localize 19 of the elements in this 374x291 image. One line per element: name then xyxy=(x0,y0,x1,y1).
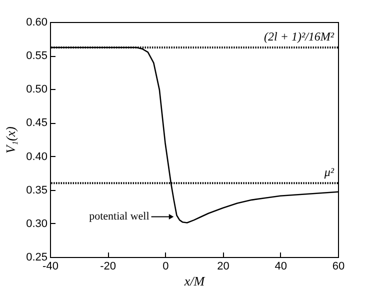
y-tick-label: 0.45 xyxy=(26,117,48,130)
annotation: potential well xyxy=(89,210,150,223)
y-tick-label: 0.30 xyxy=(26,218,48,230)
y-tick-label: 0.40 xyxy=(26,150,48,163)
y-tick-label: 0.55 xyxy=(26,50,48,62)
x-tick-label: 0 xyxy=(162,260,169,272)
x-axis-title: x/M xyxy=(183,274,206,288)
y-tick-label: 0.25 xyxy=(26,252,48,264)
x-tick-label: 60 xyxy=(332,260,345,272)
y-tick-label: 0.50 xyxy=(26,84,48,96)
ref-line-label: (2l + 1)²/16M² xyxy=(264,30,334,44)
y-tick-label: 0.35 xyxy=(26,184,48,196)
ref-line-label: μ² xyxy=(323,165,334,180)
x-tick-label: -20 xyxy=(100,260,116,272)
x-tick-label: 20 xyxy=(217,260,230,272)
y-axis-title: V₁(x) xyxy=(3,126,18,154)
y-tick-label: 0.60 xyxy=(26,16,48,28)
x-tick-label: 40 xyxy=(274,260,288,272)
x-tick-label: -40 xyxy=(42,260,58,272)
